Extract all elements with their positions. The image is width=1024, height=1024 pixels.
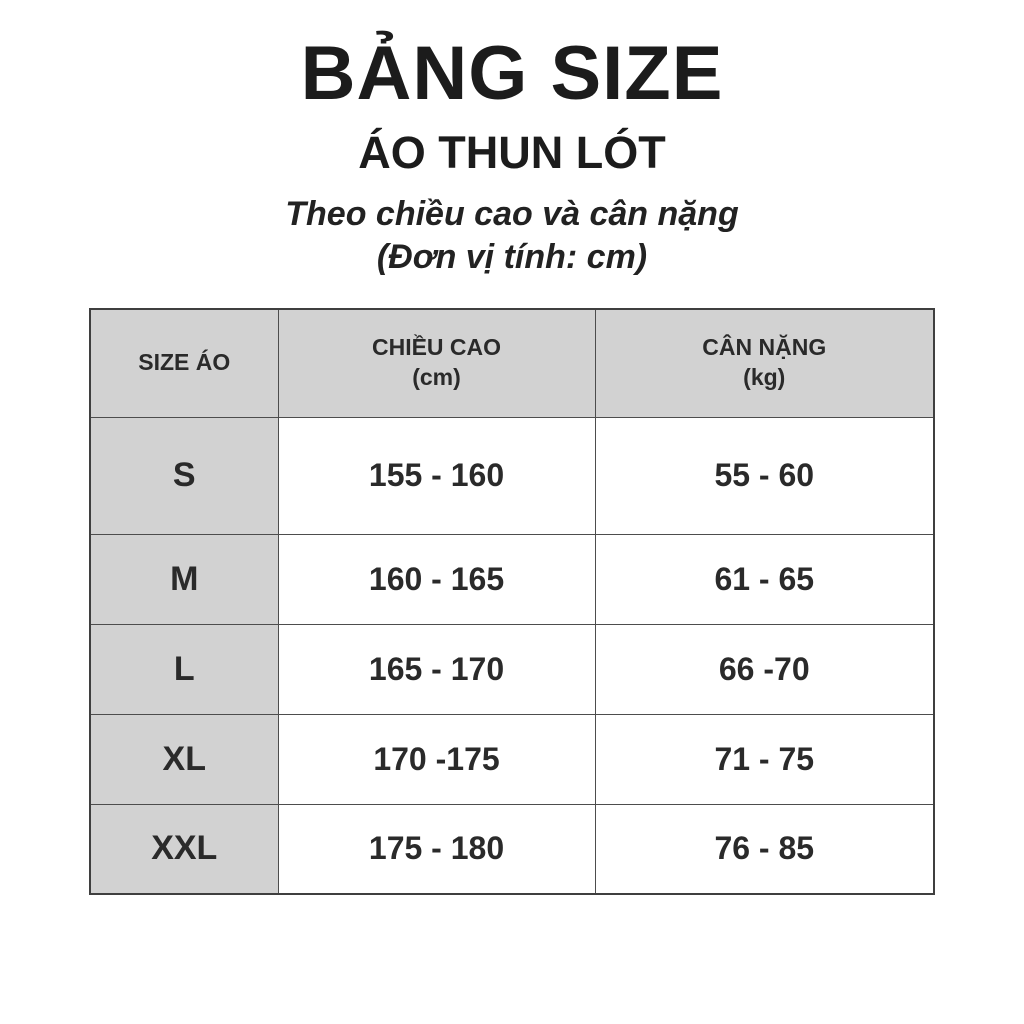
weight-cell: 76 - 85	[594, 803, 935, 895]
size-cell: L	[89, 623, 279, 715]
header-height-label: CHIỀU CAO	[371, 334, 502, 361]
weight-cell: 55 - 60	[594, 416, 935, 535]
tagline-measure: Theo chiều cao và cân nặng	[285, 195, 739, 233]
weight-cell: 66 -70	[594, 623, 935, 715]
size-table-body: S 155 - 160 55 - 60 M 160 - 165 61 - 65 …	[89, 416, 935, 895]
table-row: M 160 - 165 61 - 65	[89, 533, 935, 625]
tagline-block: Theo chiều cao và cân nặng (Đơn vị tính:…	[0, 193, 1024, 278]
table-row: L 165 - 170 66 -70	[89, 623, 935, 715]
size-table: SIZE ÁO CHIỀU CAO (cm) CÂN NẶNG (kg) S 1…	[89, 308, 935, 895]
height-cell: 170 -175	[277, 713, 596, 805]
tagline-unit: (Đơn vị tính: cm)	[376, 237, 648, 276]
header-cell-weight: CÂN NẶNG (kg)	[594, 308, 935, 418]
size-cell: XL	[89, 713, 279, 805]
header-height-unit: (cm)	[412, 364, 461, 391]
header-weight-unit: (kg)	[743, 364, 786, 391]
header-row: SIZE ÁO CHIỀU CAO (cm) CÂN NẶNG (kg)	[89, 308, 935, 418]
height-cell: 155 - 160	[277, 416, 596, 535]
page-title: BẢNG SIZE	[300, 31, 724, 116]
weight-cell: 71 - 75	[594, 713, 935, 805]
header-size-label: SIZE ÁO	[138, 349, 231, 376]
header-weight-label: CÂN NẶNG	[702, 334, 827, 361]
table-row: XXL 175 - 180 76 - 85	[89, 803, 935, 895]
height-cell: 165 - 170	[277, 623, 596, 715]
height-cell: 160 - 165	[277, 533, 596, 625]
weight-cell: 61 - 65	[594, 533, 935, 625]
height-cell: 175 - 180	[277, 803, 596, 895]
size-cell: XXL	[89, 803, 279, 895]
size-table-header: SIZE ÁO CHIỀU CAO (cm) CÂN NẶNG (kg)	[89, 308, 935, 418]
size-cell: S	[89, 416, 279, 535]
page-subtitle: ÁO THUN LÓT	[358, 127, 666, 178]
header-cell-size: SIZE ÁO	[89, 308, 279, 418]
table-row: S 155 - 160 55 - 60	[89, 416, 935, 535]
size-cell: M	[89, 533, 279, 625]
table-row: XL 170 -175 71 - 75	[89, 713, 935, 805]
header-cell-height: CHIỀU CAO (cm)	[277, 308, 596, 418]
